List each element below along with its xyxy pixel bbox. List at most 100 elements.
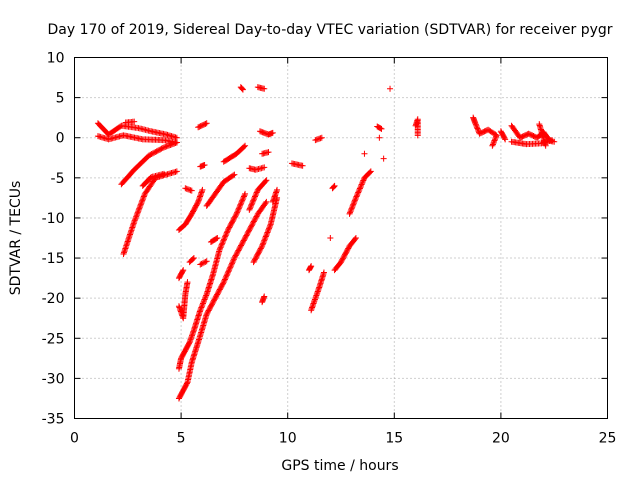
satellite-track	[412, 116, 421, 139]
plus-markers	[175, 279, 191, 322]
plus-markers	[306, 263, 315, 274]
plus-markers	[175, 198, 270, 402]
plus-markers	[470, 114, 500, 149]
plus-markers	[246, 177, 270, 213]
satellite-track	[254, 84, 268, 92]
x-tick-label: 10	[279, 431, 297, 447]
satellite-track	[237, 84, 246, 93]
satellite-track	[175, 279, 191, 322]
satellite-track	[259, 149, 272, 157]
plus-markers	[118, 139, 180, 188]
satellite-track	[122, 118, 138, 126]
satellite-track	[536, 121, 549, 149]
plus-markers	[220, 142, 249, 165]
plus-markers	[182, 185, 195, 194]
plus-markers	[197, 161, 208, 170]
satellite-track	[470, 114, 500, 149]
satellite-track	[120, 168, 180, 258]
plus-markers	[195, 120, 210, 131]
plus-markers	[94, 132, 180, 146]
satellite-track	[182, 185, 195, 194]
x-tick-label: 5	[177, 431, 186, 447]
y-tick-label: -20	[42, 291, 65, 307]
x-tick-label: 0	[70, 431, 79, 447]
satellite-track	[288, 160, 306, 169]
plus-markers	[207, 235, 221, 246]
data-points	[94, 84, 558, 402]
plus-markers	[288, 160, 306, 169]
y-tick-label: -35	[42, 412, 65, 428]
plus-markers	[387, 85, 394, 92]
plus-markers	[327, 235, 334, 241]
satellite-track	[203, 171, 238, 209]
satellite-track	[207, 235, 221, 246]
plus-markers	[361, 150, 368, 157]
satellite-track	[197, 258, 210, 268]
plus-markers	[94, 120, 180, 141]
plus-markers	[250, 194, 281, 266]
satellite-track	[175, 190, 249, 372]
satellite-track	[327, 235, 334, 241]
plus-markers	[186, 255, 197, 266]
plus-markers	[175, 267, 187, 282]
plus-markers	[308, 269, 327, 314]
satellite-track	[250, 194, 281, 266]
satellite-track	[497, 128, 509, 143]
y-tick-label: 5	[56, 91, 65, 107]
plus-markers	[269, 186, 281, 205]
plus-markers	[331, 235, 359, 274]
plus-markers	[536, 121, 549, 149]
plus-markers	[175, 186, 206, 233]
satellite-track	[259, 293, 268, 306]
plus-markers	[259, 293, 268, 306]
y-tick-label: -5	[51, 171, 65, 187]
y-tick-label: 0	[56, 131, 65, 147]
plus-markers	[312, 134, 325, 144]
satellite-track	[175, 267, 187, 282]
satellite-track	[387, 85, 394, 92]
satellite-track	[269, 186, 281, 205]
satellite-track	[376, 134, 383, 141]
satellite-track	[331, 235, 359, 274]
plus-markers	[175, 190, 249, 372]
plus-markers	[237, 84, 246, 93]
plus-markers	[497, 128, 509, 143]
satellite-track	[175, 186, 206, 233]
plus-markers	[120, 168, 180, 258]
satellite-track	[186, 255, 197, 266]
satellite-track	[361, 150, 368, 157]
satellite-track	[256, 128, 276, 138]
satellite-track	[306, 263, 315, 274]
satellite-track	[118, 139, 180, 188]
satellite-track	[374, 123, 385, 132]
satellite-track	[246, 164, 268, 173]
satellite-track	[197, 161, 208, 170]
plus-markers	[139, 170, 168, 189]
y-tick-label: -15	[42, 251, 65, 267]
plus-markers	[329, 182, 338, 192]
satellite-track	[94, 132, 180, 146]
plus-markers	[246, 164, 268, 173]
satellite-track	[220, 142, 249, 165]
x-tick-label: 20	[492, 431, 510, 447]
plus-markers	[203, 171, 238, 209]
plus-markers	[380, 155, 387, 162]
plus-markers	[254, 84, 268, 92]
plus-markers	[259, 149, 272, 157]
satellite-track	[195, 120, 210, 131]
x-axis-label: GPS time / hours	[281, 458, 398, 474]
plus-markers	[412, 116, 421, 139]
grid-lines	[74, 57, 608, 419]
chart-title: Day 170 of 2019, Sidereal Day-to-day VTE…	[47, 22, 612, 38]
x-tick-label: 15	[385, 431, 403, 447]
plus-markers	[197, 258, 210, 268]
satellite-track	[94, 120, 180, 141]
plus-markers	[374, 123, 385, 132]
satellite-track	[175, 198, 270, 402]
satellite-track	[139, 170, 168, 189]
y-axis-label: SDTVAR / TECUs	[8, 181, 24, 296]
plus-markers	[346, 168, 374, 217]
plus-markers	[122, 118, 138, 126]
satellite-track	[308, 269, 327, 314]
